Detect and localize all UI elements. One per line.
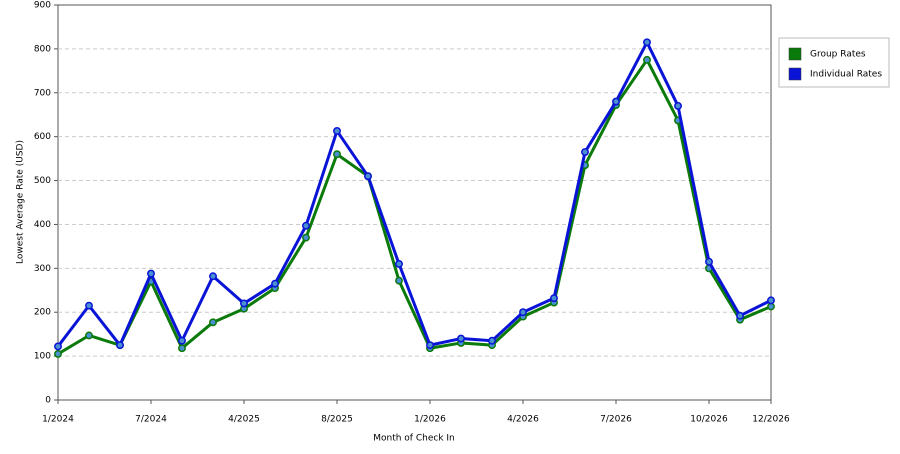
data-point: [581, 148, 589, 156]
data-point: [209, 318, 217, 327]
data-point: [85, 301, 93, 310]
data-point: [736, 311, 744, 320]
x-tick-label: 12/2026: [752, 415, 790, 425]
data-point: [767, 296, 775, 305]
data-point: [364, 172, 372, 181]
data-point: [178, 344, 186, 353]
plot-area: [57, 4, 772, 401]
data-point: [395, 276, 403, 285]
legend-label: Group Rates: [810, 50, 866, 60]
series-line: [56, 40, 772, 348]
data-point: [178, 336, 186, 345]
data-point: [302, 233, 310, 242]
y-tick-label: 200: [34, 308, 51, 318]
data-point: [488, 336, 496, 345]
legend-swatch: [788, 47, 802, 61]
data-point: [550, 294, 558, 303]
y-tick-label: 400: [34, 220, 51, 230]
x-tick-label: 7/2024: [135, 415, 167, 425]
data-point: [85, 331, 93, 340]
data-point: [612, 97, 620, 106]
y-tick-label: 700: [34, 88, 51, 98]
data-point: [426, 341, 434, 350]
data-point: [333, 127, 341, 135]
data-point: [116, 341, 124, 350]
data-point: [705, 257, 713, 266]
x-tick-label: 10/2026: [690, 415, 728, 425]
x-tick-label: 8/2025: [321, 415, 353, 425]
x-tick-label: 4/2026: [507, 415, 539, 425]
data-point: [643, 55, 651, 64]
data-point: [457, 334, 465, 343]
legend-label: Individual Rates: [810, 70, 882, 80]
data-point: [209, 272, 217, 281]
y-axis-label: Lowest Average Rate (USD): [16, 140, 26, 264]
x-tick-label: 7/2026: [600, 415, 632, 425]
x-axis-label: Month of Check In: [373, 434, 455, 444]
data-point: [674, 101, 682, 110]
legend-swatch: [788, 67, 802, 81]
data-point: [302, 221, 310, 230]
data-point: [395, 259, 403, 268]
x-tick-label: 4/2025: [228, 415, 260, 425]
x-tick-label: 1/2024: [42, 415, 74, 425]
data-point: [519, 308, 527, 317]
y-tick-label: 300: [34, 264, 51, 274]
y-tick-label: 800: [34, 44, 51, 54]
data-point: [643, 38, 651, 47]
data-point: [54, 349, 62, 358]
data-point: [240, 299, 248, 308]
y-tick-label: 900: [34, 1, 51, 11]
data-point: [147, 269, 155, 278]
y-tick-label: 600: [34, 132, 51, 142]
x-tick-label: 1/2026: [414, 415, 446, 425]
data-point: [54, 342, 62, 351]
y-tick-label: 0: [45, 396, 51, 406]
y-tick-label: 100: [34, 352, 51, 362]
series-line: [57, 58, 772, 356]
data-point: [333, 150, 341, 159]
data-point: [271, 279, 279, 288]
y-tick-label: 500: [34, 176, 51, 186]
